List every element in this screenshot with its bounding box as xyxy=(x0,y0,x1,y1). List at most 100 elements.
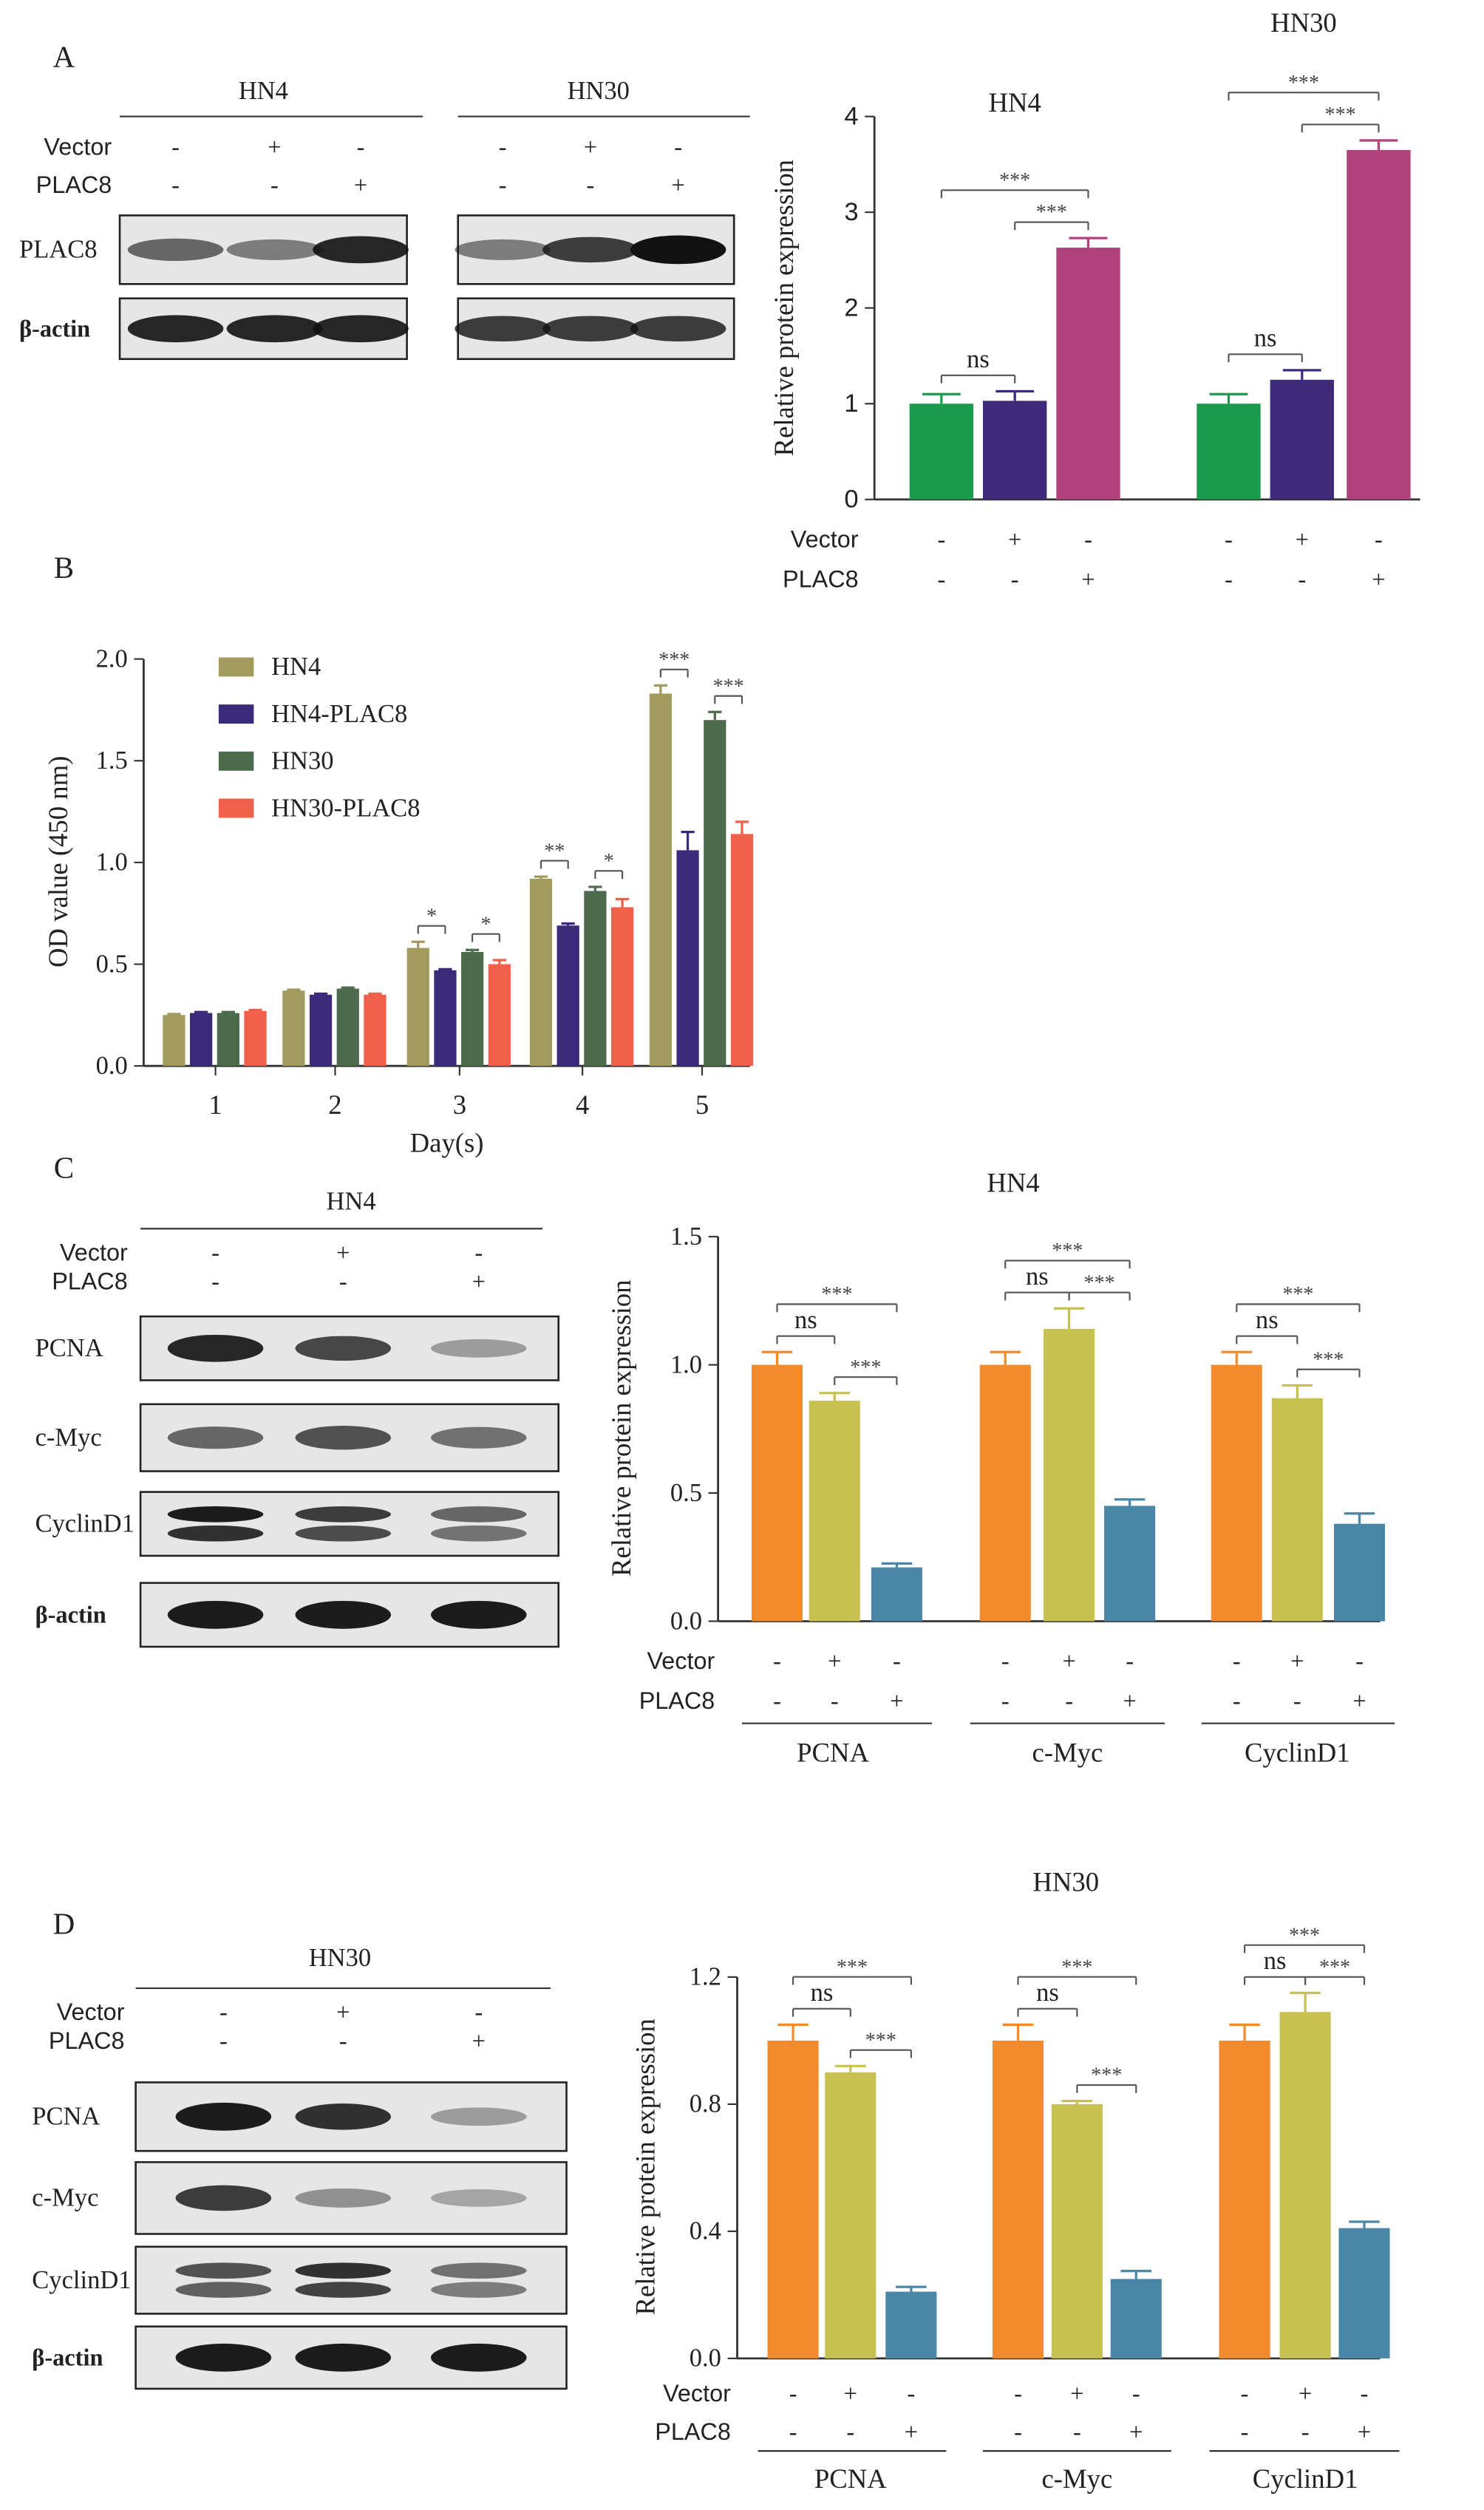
bar xyxy=(610,907,634,1067)
condition-sign: - xyxy=(1293,1688,1301,1715)
y-tick-label: 0.0 xyxy=(96,1052,128,1080)
blot-band xyxy=(295,1525,392,1542)
condition-sign: - xyxy=(211,1240,219,1267)
bar xyxy=(809,1401,860,1622)
condition-sign: - xyxy=(171,134,180,160)
bar xyxy=(1211,1364,1262,1622)
condition-sign: + xyxy=(1070,2381,1083,2407)
condition-sign: - xyxy=(1225,566,1233,593)
condition-sign: - xyxy=(907,2381,915,2407)
condition-sign: - xyxy=(773,1648,781,1675)
y-tick-label: 0.8 xyxy=(690,2090,721,2118)
blot-frame xyxy=(135,2245,568,2315)
condition-label: PLAC8 xyxy=(783,565,859,592)
condition-sign: + xyxy=(354,172,367,199)
condition-sign: - xyxy=(1073,2419,1081,2446)
category-label: PCNA xyxy=(797,1737,869,1767)
bar xyxy=(825,2072,877,2358)
legend-swatch xyxy=(218,751,254,771)
y-tick-label: 0.0 xyxy=(670,1607,702,1635)
blot-band xyxy=(431,1525,527,1542)
blot-band xyxy=(167,1600,264,1629)
bar xyxy=(1279,2012,1331,2358)
bar xyxy=(751,1364,803,1622)
protein-label: c-Myc xyxy=(35,1424,102,1452)
condition-sign: - xyxy=(789,2381,797,2407)
protein-label: PCNA xyxy=(32,2103,100,2131)
condition-sign: - xyxy=(499,134,507,160)
bar xyxy=(190,1013,213,1067)
sig-label: *** xyxy=(1313,1348,1344,1371)
bar xyxy=(217,1013,239,1067)
blot-band xyxy=(431,2189,527,2207)
bar xyxy=(992,2040,1044,2358)
blot-band xyxy=(226,315,323,343)
blot-band xyxy=(431,1506,527,1523)
blot-band xyxy=(455,316,551,342)
condition-sign: - xyxy=(937,527,945,554)
condition-sign: - xyxy=(773,1688,781,1715)
sig-label: ns xyxy=(967,345,990,373)
condition-sign: + xyxy=(890,1688,903,1715)
sig-label: *** xyxy=(1036,201,1067,224)
sig-label: *** xyxy=(1325,103,1356,126)
bar xyxy=(1333,1523,1386,1622)
condition-sign: + xyxy=(472,1268,486,1295)
condition-sign: - xyxy=(1355,1648,1364,1675)
y-tick-label: 0.5 xyxy=(96,950,128,978)
condition-sign: + xyxy=(1129,2419,1143,2446)
condition-sign: - xyxy=(1375,527,1383,554)
condition-sign: - xyxy=(1126,1648,1134,1675)
condition-sign: - xyxy=(1014,2419,1022,2446)
condition-label: PLAC8 xyxy=(36,171,112,198)
bar xyxy=(885,2291,937,2358)
condition-sign: + xyxy=(828,1648,841,1675)
condition-label: Vector xyxy=(57,1999,125,2025)
sig-label: *** xyxy=(821,1283,852,1306)
condition-label: Vector xyxy=(647,1647,715,1674)
condition-label: PLAC8 xyxy=(49,2027,125,2054)
sig-label: *** xyxy=(1052,1239,1083,1262)
blot-band xyxy=(542,237,639,263)
legend-label: HN30 xyxy=(271,747,333,775)
category-label: 5 xyxy=(695,1089,709,1120)
sig-label: *** xyxy=(1289,1924,1320,1947)
y-tick-label: 0 xyxy=(844,486,858,514)
sig-label: *** xyxy=(1061,1956,1092,1979)
blot-band xyxy=(295,2262,392,2279)
blot-group-label: HN30 xyxy=(567,77,629,105)
blot-band xyxy=(175,2185,272,2211)
condition-sign: - xyxy=(1233,1688,1241,1715)
bar xyxy=(529,878,553,1067)
bar xyxy=(434,970,457,1067)
legend-label: HN30-PLAC8 xyxy=(271,794,420,822)
condition-label: Vector xyxy=(791,526,859,553)
condition-sign: - xyxy=(474,1240,483,1267)
blot-band xyxy=(455,239,551,260)
category-label: 2 xyxy=(328,1089,341,1120)
sig-label: ns xyxy=(1256,1306,1279,1334)
blot-band xyxy=(431,1339,527,1358)
condition-sign: - xyxy=(499,172,507,199)
blot-band xyxy=(313,236,409,264)
condition-sign: + xyxy=(472,2028,486,2055)
blot-band xyxy=(226,239,323,260)
protein-label: β-actin xyxy=(35,1602,106,1629)
condition-sign: - xyxy=(211,1268,219,1295)
sig-label: *** xyxy=(1282,1283,1313,1306)
blot-band xyxy=(295,2282,392,2298)
blot-band xyxy=(431,1426,527,1449)
blot-group-label: HN30 xyxy=(309,1944,371,1972)
y-tick-label: 1.2 xyxy=(690,1963,721,1991)
condition-sign: - xyxy=(474,1999,483,2026)
condition-sign: - xyxy=(1001,1688,1010,1715)
condition-sign: + xyxy=(1352,1688,1366,1715)
protein-label: c-Myc xyxy=(32,2184,98,2212)
category-label: c-Myc xyxy=(1032,1737,1103,1767)
condition-sign: - xyxy=(1132,2381,1140,2407)
bar xyxy=(1051,2103,1103,2358)
condition-sign: + xyxy=(336,1999,350,2026)
y-tick-label: 1 xyxy=(844,390,858,418)
y-tick-label: 2.0 xyxy=(96,644,128,673)
condition-label: PLAC8 xyxy=(655,2418,731,2445)
